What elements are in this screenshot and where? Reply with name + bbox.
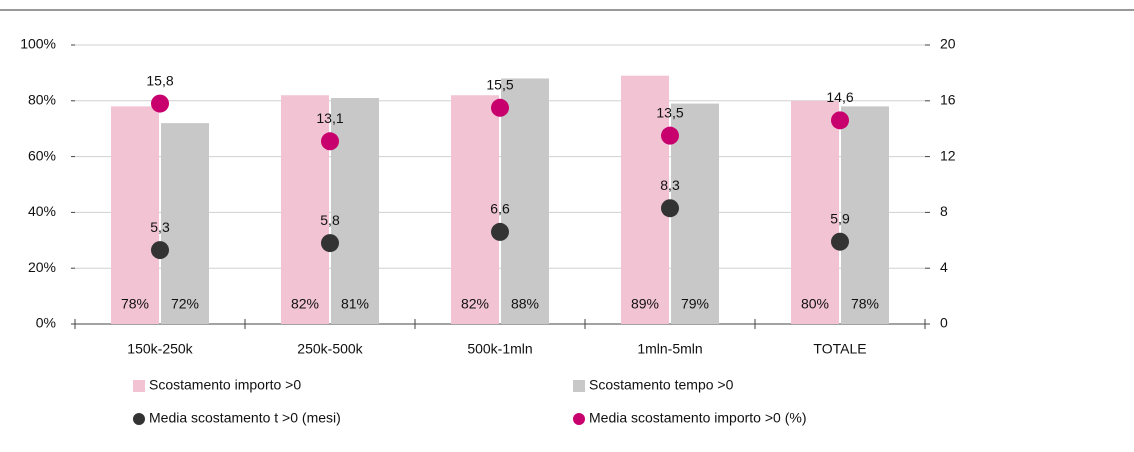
legend-label: Scostamento importo >0: [149, 377, 301, 393]
y-tick-label: 40%: [28, 203, 56, 219]
bar: [501, 78, 549, 324]
bar-label: 81%: [341, 296, 369, 312]
dot-label: 13,5: [656, 104, 683, 120]
x-tick-label: 500k-1mln: [467, 341, 532, 357]
y2-tick-label: 16: [940, 92, 956, 108]
dot-label: 5,8: [320, 212, 340, 228]
bar: [791, 100, 839, 324]
x-tick-label: 250k-500k: [297, 341, 363, 357]
y-tick-label: 100%: [20, 36, 56, 52]
bar-label: 88%: [511, 296, 539, 312]
bar: [161, 123, 209, 325]
bar-label: 72%: [171, 296, 199, 312]
dot: [831, 232, 849, 251]
bar-label: 82%: [461, 296, 489, 312]
dot: [151, 241, 169, 260]
dot: [151, 94, 169, 113]
dot: [661, 126, 679, 145]
legend-label: Scostamento tempo >0: [589, 377, 734, 393]
dot: [661, 199, 679, 218]
dot-label: 5,9: [830, 210, 850, 226]
legend-swatch: [133, 413, 145, 425]
bar: [111, 106, 159, 324]
dot: [491, 98, 509, 117]
legend-swatch: [573, 413, 585, 425]
bar-label: 78%: [851, 296, 879, 312]
dot-label: 15,5: [486, 76, 513, 92]
dot-label: 15,8: [146, 72, 173, 88]
bar-label: 89%: [631, 296, 659, 312]
legend-swatch: [133, 380, 145, 392]
bar: [841, 106, 889, 324]
y2-tick-label: 20: [940, 36, 956, 52]
bar-label: 82%: [291, 296, 319, 312]
y-tick-label: 0%: [36, 315, 56, 331]
y2-tick-label: 8: [940, 203, 948, 219]
x-tick-label: 150k-250k: [127, 341, 193, 357]
y-tick-label: 80%: [28, 92, 56, 108]
bar: [451, 95, 499, 324]
legend-label: Media scostamento importo >0 (%): [589, 410, 806, 426]
x-tick-label: 1mln-5mln: [637, 341, 702, 357]
dot: [321, 234, 339, 253]
dot-label: 5,3: [150, 219, 170, 235]
bar-label: 79%: [681, 296, 709, 312]
y-tick-label: 20%: [28, 259, 56, 275]
dot-label: 14,6: [826, 89, 853, 105]
dot: [491, 222, 509, 241]
legend-label: Media scostamento t >0 (mesi): [149, 410, 341, 426]
x-tick-label: TOTALE: [813, 341, 866, 357]
y-tick-label: 60%: [28, 147, 56, 163]
dot-label: 6,6: [490, 201, 510, 217]
bar: [671, 103, 719, 324]
y2-tick-label: 12: [940, 147, 956, 163]
dot-label: 13,1: [316, 110, 343, 126]
bar: [331, 98, 379, 324]
bar-label: 78%: [121, 296, 149, 312]
bar-label: 80%: [801, 296, 829, 312]
dot-label: 8,3: [660, 177, 680, 193]
legend-swatch: [573, 380, 585, 392]
y2-tick-label: 0: [940, 315, 948, 331]
bar: [281, 95, 329, 324]
bar: [621, 75, 669, 324]
dot: [321, 132, 339, 151]
dot: [831, 111, 849, 130]
y2-tick-label: 4: [940, 259, 948, 275]
